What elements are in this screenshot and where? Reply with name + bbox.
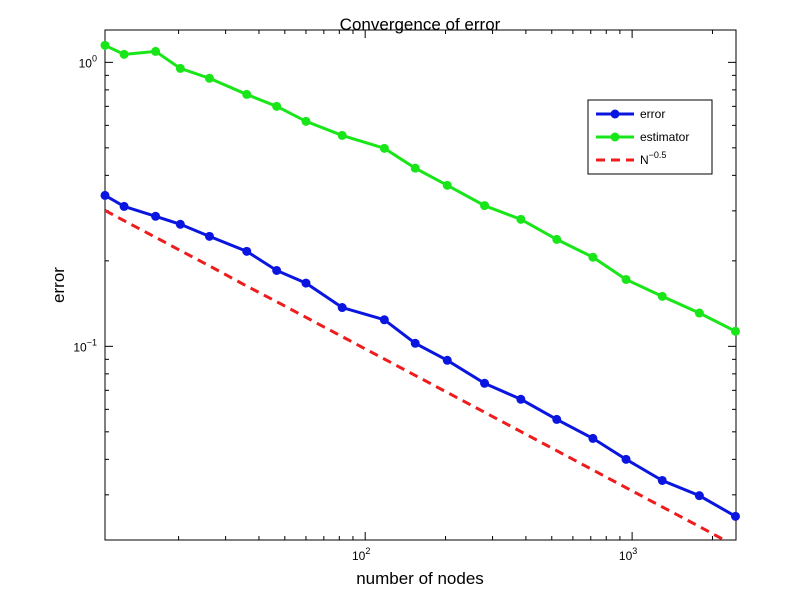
marker — [242, 89, 252, 99]
tick-label: 102 — [352, 546, 370, 563]
marker — [621, 274, 631, 284]
marker — [552, 414, 562, 424]
marker — [410, 338, 420, 348]
marker — [694, 308, 704, 318]
tick-exponent: 0 — [92, 53, 97, 63]
tick-base: 10 — [73, 340, 87, 354]
legend-label: estimator — [640, 130, 689, 144]
marker — [730, 511, 740, 521]
legend-label: N−0.5 — [640, 150, 666, 167]
marker — [301, 116, 311, 126]
marker — [730, 326, 740, 336]
marker — [337, 303, 347, 313]
marker — [175, 219, 185, 229]
legend-name: error — [640, 107, 665, 121]
y-axis-label: error — [49, 267, 68, 303]
marker — [657, 475, 667, 485]
marker — [588, 252, 598, 262]
series-line — [105, 43, 736, 333]
tick-base: 10 — [352, 549, 366, 563]
marker — [100, 40, 110, 50]
marker — [694, 491, 704, 501]
marker — [552, 234, 562, 244]
marker — [119, 201, 129, 211]
marker — [442, 355, 452, 365]
marker — [480, 201, 490, 211]
marker — [621, 454, 631, 464]
series-line — [105, 209, 728, 540]
tick-base: 10 — [619, 549, 633, 563]
legend-superscript: −0.5 — [649, 150, 667, 160]
tick-base: 10 — [79, 56, 93, 70]
marker — [100, 190, 110, 200]
marker — [119, 49, 129, 59]
legend-name: estimator — [640, 130, 689, 144]
marker — [516, 214, 526, 224]
marker — [657, 291, 667, 301]
marker — [588, 433, 598, 443]
tick-label: 100 — [79, 53, 97, 70]
marker — [204, 231, 214, 241]
legend-label: error — [640, 107, 665, 121]
marker — [442, 180, 452, 190]
marker — [151, 46, 161, 56]
marker — [242, 246, 252, 256]
marker — [480, 378, 490, 388]
marker — [175, 63, 185, 73]
tick-exponent: 3 — [632, 546, 637, 556]
marker — [204, 73, 214, 83]
marker — [151, 211, 161, 221]
tick-exponent: −1 — [87, 337, 97, 347]
tick-label: 103 — [619, 546, 637, 563]
tick-exponent: 2 — [365, 546, 370, 556]
marker — [379, 315, 389, 325]
chart-title: Convergence of error — [340, 15, 501, 34]
x-axis-label: number of nodes — [356, 569, 484, 588]
marker — [272, 265, 282, 275]
marker — [337, 130, 347, 140]
legend-name: N — [640, 153, 649, 167]
marker — [410, 163, 420, 173]
marker — [272, 101, 282, 111]
tick-label: 10−1 — [73, 337, 97, 354]
marker — [516, 394, 526, 404]
marker — [379, 143, 389, 153]
legend-marker — [610, 132, 620, 142]
legend-marker — [610, 109, 620, 119]
series-line — [105, 194, 736, 518]
marker — [301, 278, 311, 288]
